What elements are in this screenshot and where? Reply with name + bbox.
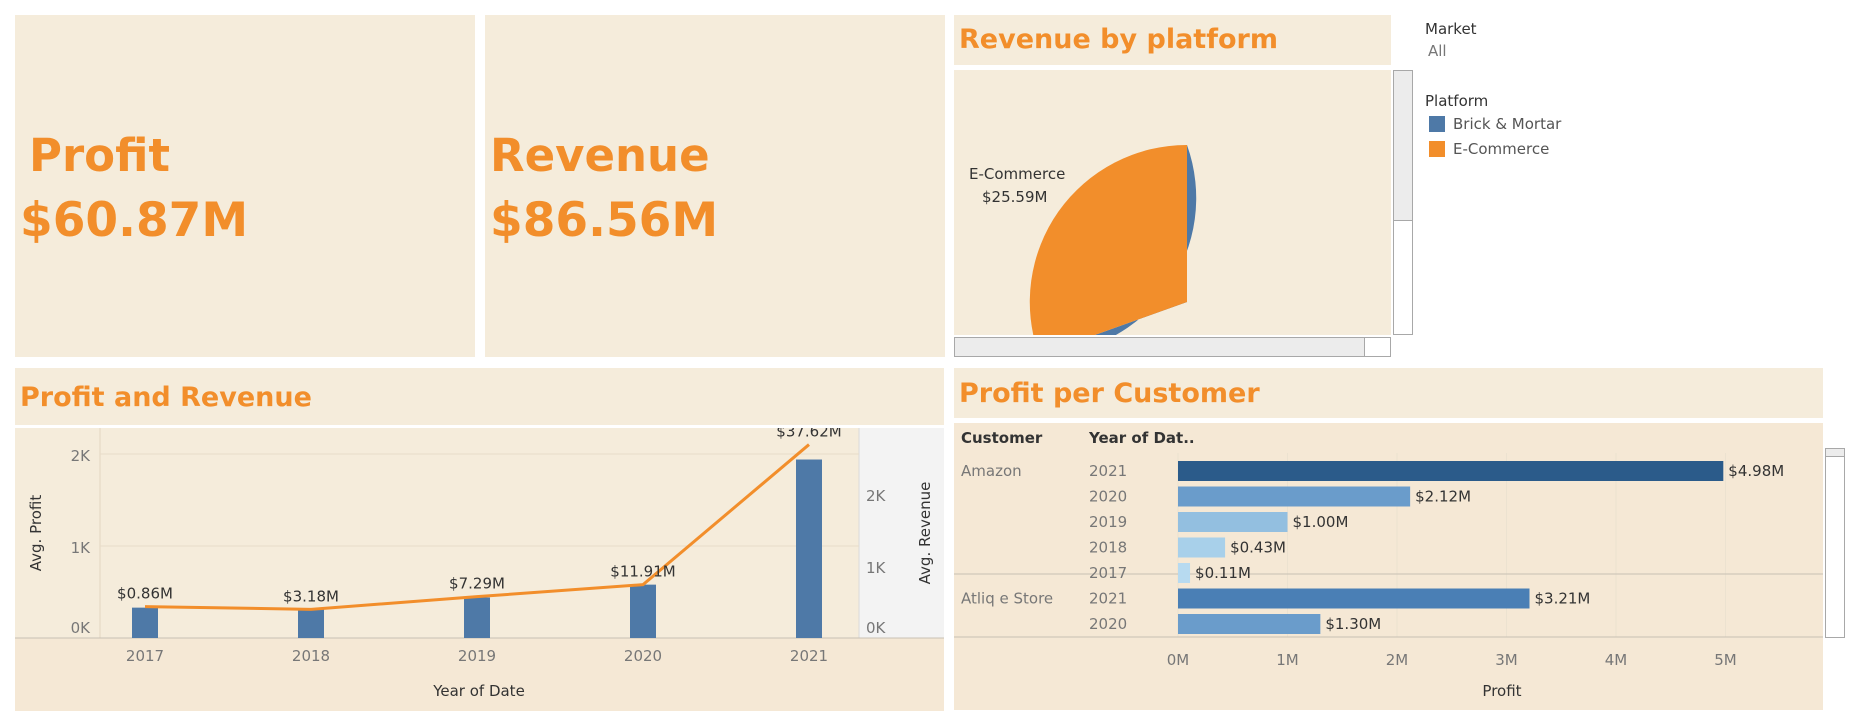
- right-tick-1k: 1K: [866, 559, 887, 577]
- market-filter-label: Market: [1425, 20, 1477, 38]
- customer-x-tick-0M: 0M: [1167, 651, 1190, 669]
- profit-kpi-label: Profit: [29, 129, 170, 182]
- customer-profit-label: $4.98M: [1728, 462, 1784, 480]
- revenue-data-label-2020: $11.91M: [610, 563, 675, 581]
- customer-title-panel: Profit per Customer: [954, 368, 1823, 418]
- customer-profit-label: $2.12M: [1415, 488, 1471, 506]
- revenue-data-label-2021: $37.62M: [776, 428, 841, 441]
- pie-vertical-scrollbar[interactable]: [1393, 70, 1413, 335]
- customer-vertical-scrollbar[interactable]: [1825, 448, 1845, 638]
- customer-profit-bar[interactable]: [1178, 588, 1530, 609]
- pie-value-ecommerce: $25.59M: [982, 188, 1047, 206]
- customer-year-label: 2020: [1089, 488, 1127, 506]
- revenue-kpi-value: $86.56M: [490, 193, 719, 248]
- x-tick-2017: 2017: [126, 647, 164, 665]
- pie-horizontal-scroll-thumb[interactable]: [955, 338, 1365, 356]
- combo-y-axis-label: Avg. Profit: [27, 495, 45, 572]
- customer-profit-bar[interactable]: [1178, 461, 1724, 481]
- left-tick-1k: 1K: [71, 539, 92, 557]
- profit-bar-2019[interactable]: [464, 597, 490, 638]
- x-tick-2019: 2019: [458, 647, 496, 665]
- legend-item-ecommerce[interactable]: E-Commerce: [1429, 140, 1549, 158]
- customer-profit-bar[interactable]: [1178, 486, 1411, 507]
- legend-item-brick-mortar[interactable]: Brick & Mortar: [1429, 115, 1561, 133]
- pie-horizontal-scrollbar[interactable]: [954, 337, 1391, 357]
- pie-title-panel: Revenue by platform: [954, 15, 1391, 65]
- revenue-data-label-2019: $7.29M: [449, 575, 505, 593]
- combo-x-axis-label: Year of Date: [432, 682, 525, 700]
- legend-label-brick-mortar: Brick & Mortar: [1453, 115, 1562, 133]
- customer-profit-bar[interactable]: [1178, 537, 1226, 558]
- platform-legend-label: Platform: [1425, 92, 1489, 110]
- profit-bar-2017[interactable]: [132, 607, 158, 638]
- customer-year-label: 2018: [1089, 539, 1127, 557]
- revenue-kpi-panel: Revenue $86.56M: [485, 15, 945, 357]
- revenue-data-label-2018: $3.18M: [283, 587, 339, 605]
- x-tick-2021: 2021: [790, 647, 828, 665]
- customer-profit-bar[interactable]: [1178, 614, 1321, 634]
- profit-bar-2020[interactable]: [630, 584, 656, 638]
- market-filter-value[interactable]: All: [1428, 42, 1447, 60]
- customer-x-tick-2M: 2M: [1386, 651, 1409, 669]
- customer-x-tick-3M: 3M: [1495, 651, 1518, 669]
- customer-profit-label: $3.21M: [1534, 590, 1590, 608]
- customer-x-tick-4M: 4M: [1605, 651, 1628, 669]
- customer-column-header: Customer: [961, 429, 1043, 447]
- pie-slice-ecommerce[interactable]: [1029, 144, 1187, 335]
- customer-name: Atliq e Store: [961, 590, 1053, 608]
- legend-swatch-brick-mortar: [1429, 116, 1445, 132]
- legend-swatch-ecommerce: [1429, 141, 1445, 157]
- combo-y2-axis-label: Avg. Revenue: [916, 482, 934, 585]
- customer-chart[interactable]: Customer Year of Dat.. Amazon 2021 $4.98M 2…: [954, 423, 1823, 710]
- customer-year-label: 2021: [1089, 462, 1127, 480]
- customer-year-label: 2020: [1089, 615, 1127, 633]
- pie-chart-title: Revenue by platform: [959, 24, 1278, 55]
- profit-bar-2018[interactable]: [298, 609, 324, 638]
- customer-profit-label: $1.30M: [1325, 615, 1381, 633]
- profit-kpi-panel: Profit $60.87M: [15, 15, 475, 357]
- revenue-kpi-label: Revenue: [490, 129, 710, 182]
- customer-profit-label: $0.43M: [1230, 539, 1286, 557]
- right-tick-0k: 0K: [866, 619, 887, 637]
- customer-name: Amazon: [961, 462, 1022, 480]
- pie-label-ecommerce: E-Commerce: [969, 165, 1065, 183]
- x-tick-2020: 2020: [624, 647, 662, 665]
- profit-kpi-value: $60.87M: [20, 193, 249, 248]
- customer-year-label: 2021: [1089, 590, 1127, 608]
- year-column-header: Year of Dat..: [1088, 429, 1195, 447]
- x-tick-2018: 2018: [292, 647, 330, 665]
- right-tick-2k: 2K: [866, 487, 887, 505]
- customer-profit-label: $1.00M: [1293, 513, 1349, 531]
- combo-chart-title: Profit and Revenue: [20, 382, 312, 413]
- revenue-data-label-2017: $0.86M: [117, 585, 173, 603]
- combo-chart[interactable]: $0.86M $3.18M $7.29M $11.91M $37.62M 2017 201…: [15, 428, 944, 711]
- pie-chart[interactable]: E-Commerce $25.59M: [954, 70, 1391, 335]
- customer-chart-title: Profit per Customer: [959, 378, 1260, 409]
- pie-vertical-scroll-thumb[interactable]: [1394, 71, 1412, 221]
- revenue-line[interactable]: [144, 443, 810, 611]
- customer-vertical-scroll-thumb[interactable]: [1826, 449, 1844, 457]
- customer-profit-bar[interactable]: [1178, 512, 1288, 532]
- left-tick-2k: 2K: [71, 447, 92, 465]
- customer-x-tick-1M: 1M: [1276, 651, 1299, 669]
- customer-year-label: 2017: [1089, 564, 1127, 582]
- left-tick-0k: 0K: [71, 619, 92, 637]
- customer-x-tick-5M: 5M: [1714, 651, 1737, 669]
- customer-profit-bar[interactable]: [1178, 563, 1191, 583]
- customer-year-label: 2019: [1089, 513, 1127, 531]
- combo-title-panel: Profit and Revenue: [15, 368, 944, 425]
- customer-x-axis-label: Profit: [1482, 682, 1521, 700]
- legend-label-ecommerce: E-Commerce: [1453, 140, 1550, 158]
- profit-bar-2021[interactable]: [796, 459, 822, 638]
- customer-profit-label: $0.11M: [1195, 564, 1251, 582]
- pie-chart-panel: E-Commerce $25.59M: [954, 70, 1391, 335]
